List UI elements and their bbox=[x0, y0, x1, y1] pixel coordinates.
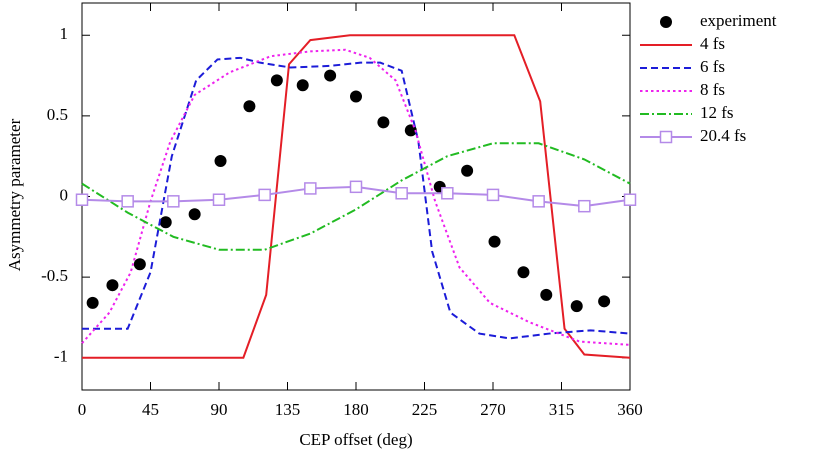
y-tick-label: 1 bbox=[60, 24, 69, 43]
y-tick-label: -0.5 bbox=[41, 266, 68, 285]
legend-label: experiment bbox=[700, 11, 777, 30]
data-point bbox=[167, 195, 180, 208]
data-point bbox=[86, 296, 99, 309]
y-tick-label: -1 bbox=[54, 347, 68, 366]
data-point bbox=[404, 124, 417, 137]
data-point bbox=[578, 199, 591, 213]
data-point bbox=[270, 74, 283, 87]
legend-label: 8 fs bbox=[700, 80, 725, 99]
data-point bbox=[598, 295, 611, 308]
x-tick-label: 45 bbox=[142, 400, 159, 419]
series-line bbox=[82, 34, 631, 359]
legend-label: 4 fs bbox=[700, 34, 725, 53]
x-tick-label: 180 bbox=[343, 400, 369, 419]
data-point bbox=[350, 90, 362, 103]
data-point bbox=[461, 164, 474, 177]
x-tick-label: 0 bbox=[78, 400, 87, 419]
data-point bbox=[304, 182, 317, 195]
data-point bbox=[532, 195, 545, 208]
data-point bbox=[540, 288, 553, 301]
data-point bbox=[623, 193, 637, 206]
data-point bbox=[188, 208, 201, 221]
x-tick-label: 90 bbox=[211, 400, 228, 419]
y-tick-label: 0.5 bbox=[47, 105, 68, 124]
x-tick-label: 225 bbox=[412, 400, 438, 419]
data-point bbox=[296, 79, 309, 92]
data-point bbox=[258, 188, 271, 202]
data-point bbox=[441, 187, 454, 200]
x-tick-label: 360 bbox=[617, 400, 643, 419]
data-point bbox=[133, 258, 146, 271]
series-line bbox=[81, 142, 631, 251]
data-point bbox=[75, 193, 89, 206]
legend-marker bbox=[659, 130, 673, 144]
legend-marker bbox=[660, 16, 672, 28]
data-point bbox=[243, 100, 256, 113]
series-line bbox=[82, 56, 631, 340]
data-point bbox=[214, 155, 227, 168]
data-point bbox=[324, 69, 337, 82]
data-point bbox=[395, 187, 408, 200]
data-point bbox=[517, 266, 530, 279]
x-tick-label: 135 bbox=[275, 400, 301, 419]
plot-frame bbox=[81, 2, 631, 391]
y-tick-label: 0 bbox=[60, 185, 69, 204]
x-axis-label: CEP offset (deg) bbox=[299, 430, 412, 449]
legend-label: 12 fs bbox=[700, 103, 734, 122]
y-axis-label: Asymmetry parameter bbox=[5, 118, 24, 271]
data-point bbox=[212, 193, 226, 206]
data-point bbox=[486, 188, 500, 202]
data-point bbox=[159, 216, 172, 229]
x-tick-label: 315 bbox=[549, 400, 575, 419]
legend-label: 6 fs bbox=[700, 57, 725, 76]
data-point bbox=[570, 300, 583, 313]
data-point bbox=[106, 279, 119, 292]
data-point bbox=[488, 235, 501, 248]
data-point bbox=[121, 195, 134, 208]
data-point bbox=[377, 116, 390, 129]
legend-label: 20.4 fs bbox=[700, 126, 746, 145]
data-point bbox=[349, 180, 363, 194]
x-tick-label: 270 bbox=[480, 400, 506, 419]
